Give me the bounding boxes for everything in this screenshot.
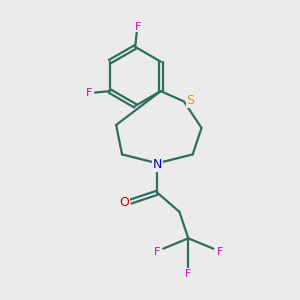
Text: N: N — [153, 158, 162, 171]
Text: F: F — [85, 88, 92, 98]
Text: F: F — [217, 247, 223, 256]
Text: O: O — [119, 196, 129, 209]
Text: F: F — [134, 22, 141, 32]
Text: F: F — [185, 269, 191, 279]
Text: F: F — [154, 247, 160, 256]
Text: S: S — [186, 94, 194, 107]
